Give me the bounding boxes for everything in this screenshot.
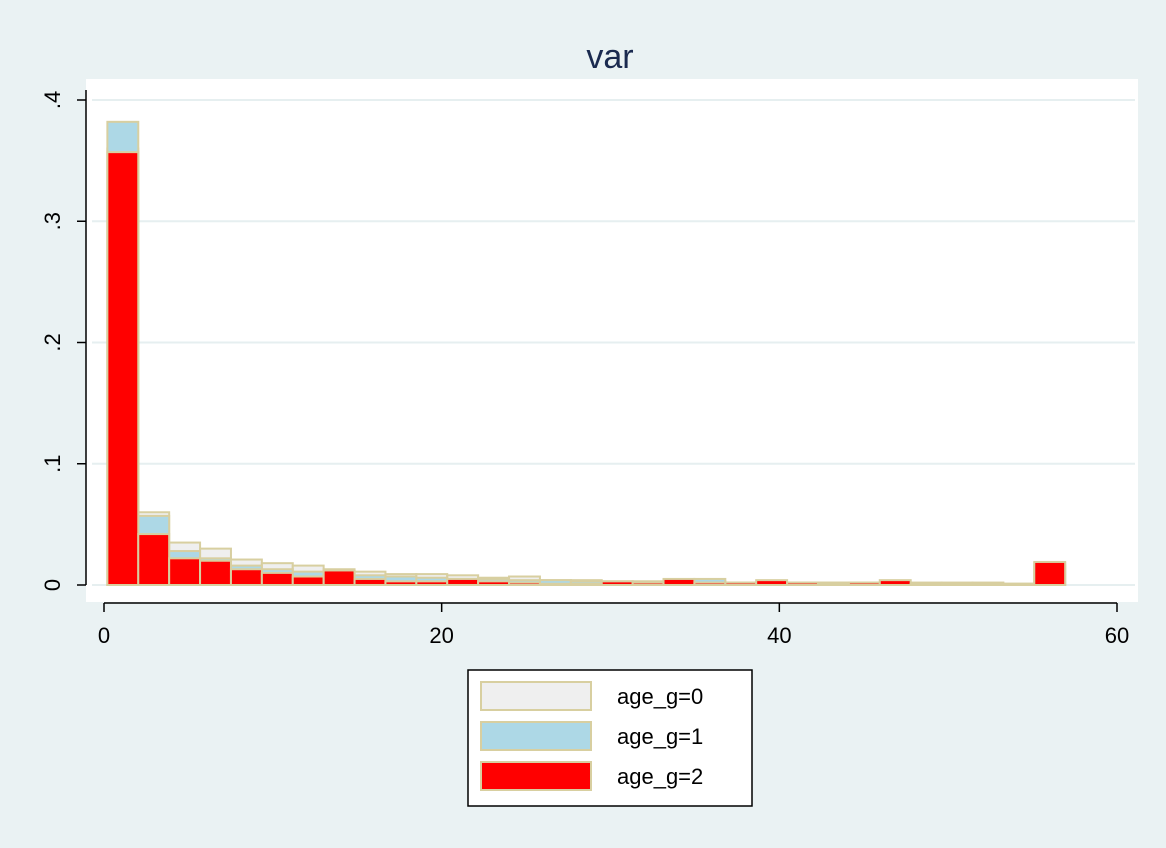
axes: 0 .1 .2 .3 .4 0 20 40 60 — [40, 90, 1129, 648]
bar-series2-bin6 — [291, 575, 325, 587]
bar-series2-bin17 — [631, 581, 665, 587]
bar-series2-bin2 — [168, 557, 202, 587]
y-tick-label-2: .2 — [40, 333, 65, 351]
bar-series2-bin30 — [1033, 560, 1067, 587]
legend-label-2: age_g=2 — [617, 764, 703, 789]
bar-series2-bin25 — [878, 579, 912, 587]
bar-series2-bin0 — [106, 151, 140, 586]
legend-swatch-2 — [480, 761, 592, 791]
bar-series2-bin21 — [755, 579, 789, 587]
bar-series2-bin10 — [415, 580, 449, 586]
legend: age_g=0 age_g=1 age_g=2 — [467, 669, 753, 807]
bar-series2-bin27 — [940, 582, 974, 586]
legend-label-1: age_g=1 — [617, 724, 703, 749]
bar-series2-bin28 — [971, 582, 1005, 586]
bar-series2-bin29 — [1002, 582, 1036, 586]
bar-series2-bin20 — [724, 581, 758, 587]
x-tick-label-2: 40 — [767, 623, 791, 648]
legend-swatch-0 — [480, 681, 592, 711]
bar-series2-bin7 — [322, 569, 356, 587]
bar-series2-bin8 — [353, 577, 387, 586]
bar-series2-bin13 — [508, 581, 541, 587]
y-tick-label-0: 0 — [40, 579, 65, 591]
bar-series2-bin23 — [816, 582, 850, 586]
plot-area — [86, 79, 1138, 602]
x-tick-label-0: 0 — [98, 623, 110, 648]
y-tick-label-3: .3 — [40, 212, 65, 230]
bar-series2-bin5 — [260, 571, 294, 586]
bar-series2-bin15 — [569, 582, 603, 586]
bar-series2-bin16 — [600, 580, 634, 586]
legend-label-0: age_g=0 — [617, 684, 703, 709]
bar-series2-bin4 — [229, 568, 263, 586]
bar-series2-bin24 — [847, 581, 881, 587]
x-tick-label-1: 20 — [429, 623, 453, 648]
y-tick-label-1: .1 — [40, 455, 65, 473]
bar-series2-bin19 — [693, 581, 727, 587]
bar-series2-bin1 — [137, 533, 171, 587]
bar-series2-bin11 — [446, 577, 480, 586]
bar-series2-bin26 — [909, 582, 943, 586]
bar-series2-bin18 — [662, 577, 696, 586]
bar-series2-bin3 — [199, 559, 232, 586]
legend-swatch-1 — [480, 721, 592, 751]
y-tick-label-4: .4 — [40, 91, 65, 109]
bar-series2-bin9 — [384, 580, 418, 586]
bars — [106, 120, 1067, 587]
bar-series2-bin14 — [538, 582, 572, 586]
x-tick-label-3: 60 — [1105, 623, 1129, 648]
bar-series2-bin22 — [786, 581, 819, 587]
bar-series2-bin12 — [477, 580, 511, 586]
chart-title: var — [586, 38, 633, 76]
